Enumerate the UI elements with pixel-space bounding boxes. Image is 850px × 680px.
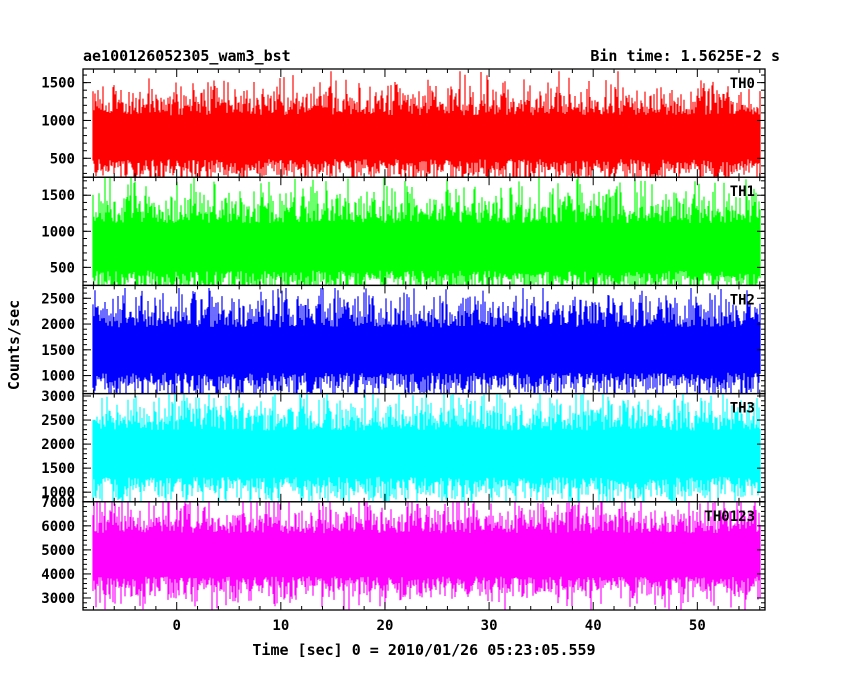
y-tick-label: 3000 [41, 591, 75, 607]
panel-label: TH2 [730, 292, 755, 308]
x-tick-label: 40 [585, 618, 602, 634]
y-tick-label: 1500 [41, 343, 75, 359]
x-tick-label: 30 [481, 618, 498, 634]
y-tick-label: 1500 [41, 188, 75, 204]
y-tick-label: 5000 [41, 543, 75, 559]
y-tick-label: 2000 [41, 437, 75, 453]
y-tick-label: 500 [50, 151, 75, 167]
x-tick-label: 50 [689, 618, 706, 634]
panel-label: TH3 [730, 401, 755, 417]
panel-th0: 500 1000 1500 TH0 [41, 68, 766, 178]
panel-th1: 500 1000 1500 TH1 [41, 176, 766, 287]
y-tick-label: 1500 [41, 461, 75, 477]
y-tick-label: 4000 [41, 567, 75, 583]
series-th1 [92, 177, 761, 286]
bin-time-label: Bin time: 1.5625E-2 s [590, 47, 780, 65]
y-tick-label: 500 [50, 260, 75, 276]
x-tick-label: 0 [172, 618, 180, 634]
x-tick-label: 10 [272, 618, 289, 634]
series-th0 [92, 71, 761, 178]
panel-frame [82, 501, 766, 611]
y-tick-label: 7000 [41, 495, 75, 511]
y-tick-label: 1500 [41, 76, 75, 92]
chart-title: ae100126052305_wam3_bst [83, 47, 291, 65]
y-tick-label: 1000 [41, 113, 75, 129]
y-tick-label: 3000 [41, 389, 75, 405]
panel-label: TH0123 [704, 509, 755, 525]
panel-th0123: 3000 4000 5000 6000 7000 TH0123 [41, 495, 766, 611]
panel-th2: 1000 1500 2000 2500 TH2 [41, 284, 766, 395]
y-tick-label: 2500 [41, 291, 75, 307]
y-tick-label: 1000 [41, 369, 75, 385]
series-th0123 [92, 501, 761, 610]
panel-label: TH0 [730, 76, 755, 92]
y-tick-label: 1000 [41, 485, 75, 501]
panel-th3: 1000 1500 2000 2500 3000 TH3 [41, 389, 766, 503]
series-th2 [92, 288, 761, 394]
x-axis-label: Time [sec] 0 = 2010/01/26 05:23:05.559 [252, 641, 595, 659]
y-tick-label: 2000 [41, 317, 75, 333]
y-tick-label: 6000 [41, 519, 75, 535]
panel-label: TH1 [730, 184, 755, 200]
series-th3 [92, 393, 761, 502]
x-tick-label: 20 [377, 618, 394, 634]
y-tick-label: 2500 [41, 413, 75, 429]
y-axis-label: Counts/sec [5, 300, 23, 390]
y-tick-label: 1000 [41, 224, 75, 240]
